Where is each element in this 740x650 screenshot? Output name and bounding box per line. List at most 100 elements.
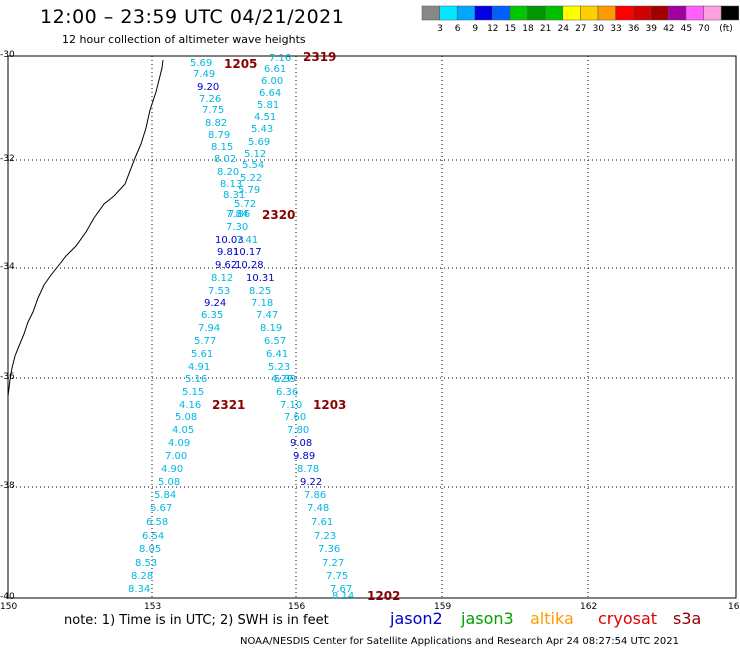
longitude-label: 156: [288, 602, 306, 612]
plot-frame: [7, 55, 737, 599]
legend-tick-label: 6: [455, 24, 461, 34]
swh-value-label: 5.69: [248, 137, 270, 148]
swh-value-label: 4.51: [254, 112, 276, 123]
pass-times: 1205 2321 2319 2320 1203 1202: [212, 50, 400, 603]
swh-value-label: 9.22: [300, 477, 322, 488]
swh-value-label: 7.16: [269, 53, 291, 64]
longitude-label: 165: [728, 602, 740, 612]
swh-value-label: 6.36: [276, 387, 298, 398]
graticule: [8, 56, 736, 598]
legend-swatch: [474, 5, 493, 21]
legend-tick-label: 12: [487, 24, 498, 34]
legend-tick-label: 45: [681, 24, 692, 34]
longitude-label: 153: [144, 602, 162, 612]
swh-value-label: 7.30: [226, 222, 248, 233]
swh-value-label: 5.72: [234, 199, 256, 210]
swh-value-label: 7.48: [307, 503, 329, 514]
swh-value-label: 5.39: [274, 374, 296, 385]
swh-value-label: 9.89: [293, 451, 315, 462]
swh-value-label: 4.90: [161, 464, 183, 475]
legend-tick-label: 3: [437, 24, 443, 34]
legend-swatch: [615, 5, 634, 21]
swh-value-label: 5.67: [150, 503, 172, 514]
swh-value-label: 8.15: [211, 142, 233, 153]
pass-time-label: 2321: [212, 398, 245, 412]
coastline: [7, 59, 164, 416]
swh-value-label: 4.09: [168, 438, 190, 449]
legend-tick-label: 39: [645, 24, 657, 34]
swh-value-label: 10.31: [246, 273, 275, 284]
latitude-label: -34: [0, 262, 15, 272]
swh-value-label: 6.58: [146, 517, 168, 528]
swh-value-label: 7.18: [251, 298, 273, 309]
pass-time-label: 2319: [303, 50, 336, 64]
legend-tick-label: 21: [540, 24, 551, 34]
swh-value-label: 10.17: [233, 247, 262, 258]
swh-value-label: 5.12: [244, 149, 266, 160]
swh-value-label: 7.36: [318, 544, 340, 555]
swh-value-label: 8.19: [260, 323, 282, 334]
swh-value-label: 8.28: [131, 571, 153, 582]
swh-value-label: 7.26: [199, 94, 221, 105]
legend-swatch: [632, 5, 652, 21]
swh-value-label: 8.79: [208, 130, 230, 141]
swh-value-label: 8.53: [135, 558, 157, 569]
swh-value-label: 8.34: [128, 584, 150, 595]
swh-value-label: 8.31: [223, 190, 245, 201]
swh-value-label: 9.81: [217, 247, 239, 258]
swh-value-label: 5.16: [185, 374, 207, 385]
legend-swatch: [562, 5, 581, 21]
swh-value-label: 5.69: [190, 58, 212, 69]
satellite-name: cryosat: [598, 609, 658, 628]
legend-swatch: [421, 5, 440, 21]
legend-swatch: [650, 5, 669, 21]
legend-swatch: [685, 5, 704, 21]
swh-value-label: 4.16: [179, 400, 201, 411]
swh-value-label: 10.28: [235, 260, 264, 271]
swh-value-label: 5.15: [182, 387, 204, 398]
legend-tick-label: 30: [593, 24, 605, 34]
swh-value-label: 4.91: [188, 362, 210, 373]
swh-value-label: 7.10: [280, 400, 302, 411]
swh-value-label: 8.13: [220, 179, 242, 190]
swh-value-label: 6.57: [264, 336, 286, 347]
swh-value-label: 7.75: [326, 571, 348, 582]
legend-swatch: [668, 5, 687, 21]
swh-value-label: 9.24: [204, 298, 226, 309]
credit-footer: NOAA/NESDIS Center for Satellite Applica…: [240, 636, 679, 647]
track-right: 7.166.616.006.645.814.515.43 5.695.125.54…: [228, 53, 354, 602]
legend-swatch: [720, 5, 740, 21]
swh-value-label: 7.00: [165, 451, 187, 462]
swh-value-label: 5.08: [175, 412, 197, 423]
swh-value-label: 7.84: [226, 209, 248, 220]
legend-swatch: [527, 5, 546, 21]
legend-swatch: [439, 5, 458, 21]
swh-value-label: 8.20: [217, 167, 239, 178]
swh-value-label: 9.08: [290, 438, 312, 449]
swh-value-label: 6.64: [259, 88, 281, 99]
units-note: note: 1) Time is in UTC; 2) SWH is in fe…: [64, 613, 329, 628]
satellite-name: jason3: [461, 609, 514, 628]
legend-swatch: [703, 5, 722, 21]
swh-value-label: 5.79: [238, 185, 260, 196]
swh-value-label: 7.27: [322, 558, 344, 569]
legend-tick-label: 33: [610, 24, 621, 34]
swh-value-label: 5.22: [240, 173, 262, 184]
swh-value-label: 8.05: [139, 544, 161, 555]
swh-value-label: 7.86: [304, 490, 326, 501]
track-left: 5.697.49 9.207.267.75 8.828.798.158.02 8.20…: [128, 58, 248, 595]
swh-value-label: 5.61: [191, 349, 213, 360]
swh-value-label: 7.67: [330, 584, 352, 595]
legend-tick-label: 18: [522, 24, 534, 34]
latitude-label: -36: [0, 372, 15, 382]
swh-value-label: 5.23: [268, 362, 290, 373]
pass-time-label: 1202: [367, 589, 400, 603]
longitude-label: 159: [434, 602, 452, 612]
swh-value-label: 7.41: [236, 235, 258, 246]
longitude-label: 150: [0, 602, 18, 612]
pass-time-label: 1205: [224, 57, 257, 71]
swh-value-label: 8.25: [249, 286, 271, 297]
swh-value-label: 9.62: [215, 260, 237, 271]
legend-tick-label: 15: [505, 24, 516, 34]
swh-value-label: 6.54: [142, 531, 164, 542]
